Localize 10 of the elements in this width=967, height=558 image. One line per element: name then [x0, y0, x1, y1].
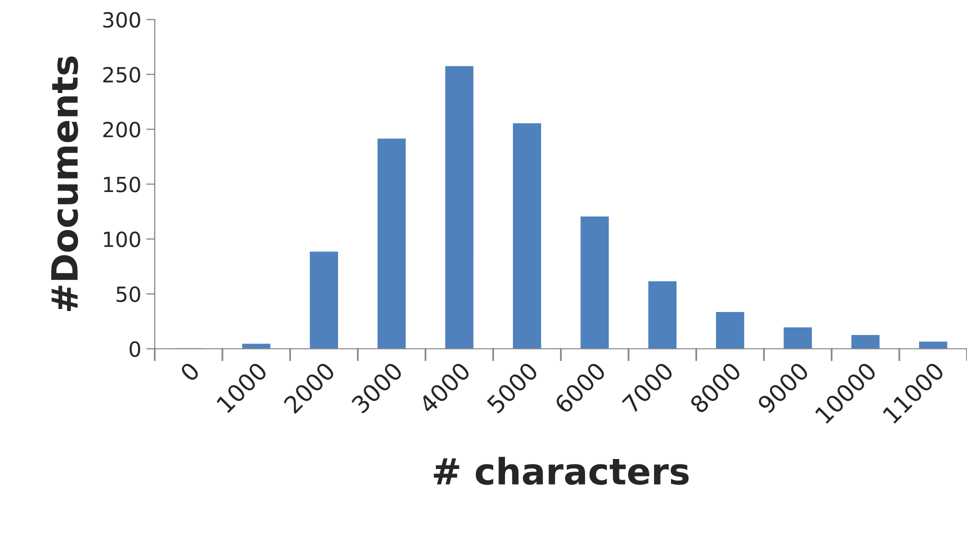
y-tick-label: 100 — [104, 231, 140, 248]
y-tick-label: 300 — [103, 12, 140, 28]
x-tick-label: 0 — [179, 361, 200, 382]
y-tick-label: 150 — [104, 176, 140, 192]
y-axis-title: #Documents — [51, 56, 78, 312]
y-tick-label: 200 — [103, 122, 140, 138]
x-axis-title: # characters — [434, 456, 689, 485]
y-tick-label: 0 — [130, 341, 140, 357]
y-tick-label: 50 — [116, 286, 140, 302]
y-tick-label: 250 — [103, 66, 140, 83]
